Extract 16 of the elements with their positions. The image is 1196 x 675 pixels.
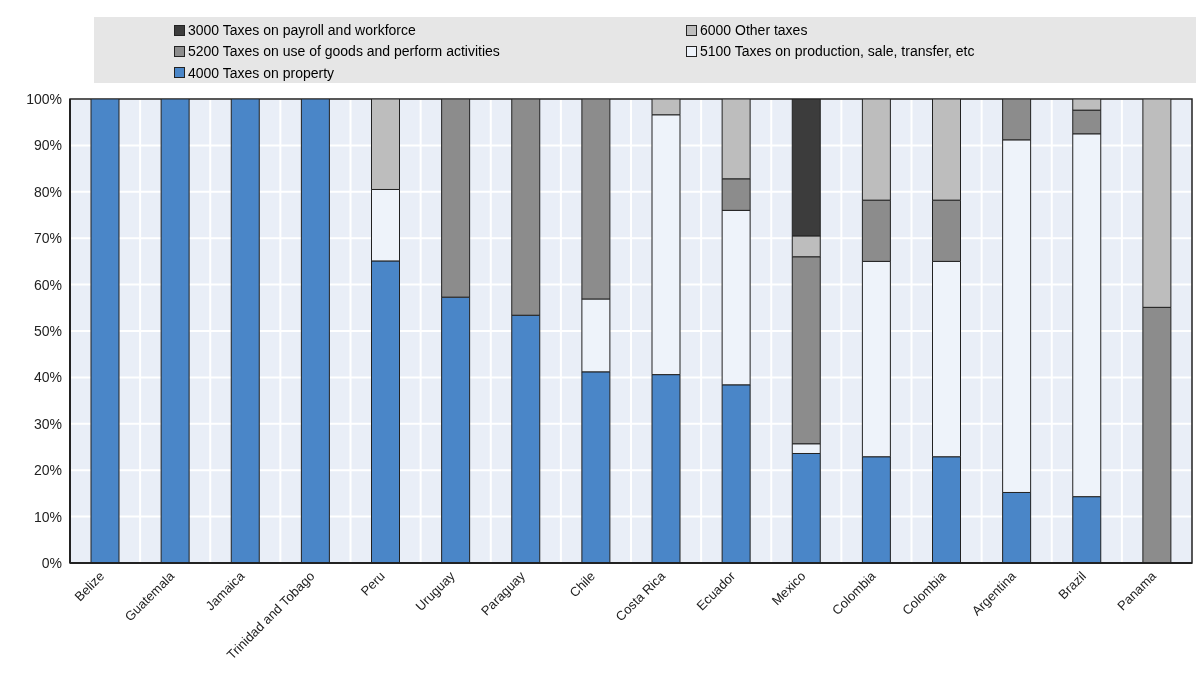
legend-label: 5200 Taxes on use of goods and perform activities	[188, 43, 500, 60]
y-tick-label: 20%	[33, 462, 62, 479]
legend-label: 3000 Taxes on payroll and workforce	[188, 22, 416, 38]
y-tick-label: 50%	[33, 322, 62, 339]
legend-label: 4000 Taxes on property	[188, 64, 335, 81]
legend-label: 6000 Other taxes	[700, 22, 808, 38]
y-tick-label: 100%	[26, 90, 62, 107]
y-tick-label: 0%	[41, 554, 62, 571]
y-tick-label: 90%	[33, 137, 62, 154]
y-tick-label: 80%	[33, 183, 62, 200]
legend-label: 5100 Taxes on production, sale, transfer, etc	[700, 43, 975, 60]
y-tick-label: 10%	[33, 508, 62, 525]
y-tick-label: 30%	[33, 415, 62, 432]
y-tick-label: 60%	[33, 276, 62, 293]
y-tick-label: 70%	[33, 230, 62, 247]
y-tick-label: 40%	[33, 369, 62, 386]
